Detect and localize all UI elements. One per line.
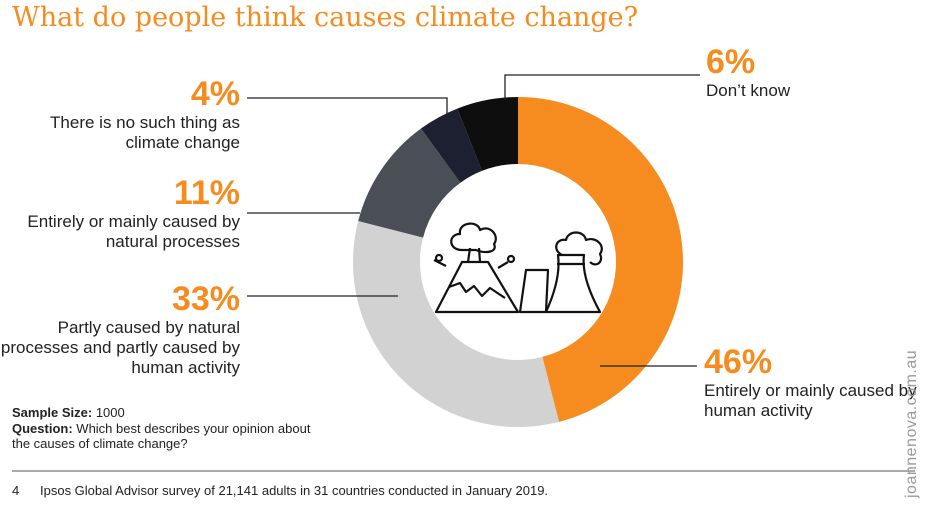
donut	[353, 97, 683, 427]
chart-title: What do people think causes climate chan…	[12, 2, 639, 33]
note-label: Sample Size:	[12, 405, 93, 420]
slice	[353, 220, 560, 427]
slice	[421, 108, 482, 183]
slice	[518, 97, 683, 422]
leader-line	[504, 74, 700, 100]
value-label: 6%	[706, 43, 756, 81]
source: Ipsos Global Advisor survey of 21,141 ad…	[40, 483, 549, 498]
question: Question: Which best describes your opin…	[12, 421, 312, 451]
note-value: 1000	[95, 405, 125, 420]
category-label: Partly caused by natural processes and p…	[0, 318, 240, 377]
category-label: Entirely or mainly caused by natural pro…	[27, 212, 240, 251]
category-label: Don’t know	[706, 81, 791, 100]
value-label: 33%	[171, 280, 240, 318]
value-label: 11%	[173, 174, 240, 212]
category-label: Entirely or mainly caused by human activ…	[704, 381, 917, 420]
leader-lines	[247, 74, 700, 367]
value-label: 4%	[190, 75, 240, 113]
watermark: joannenova.com.au	[903, 349, 920, 498]
value-label: 46%	[704, 343, 773, 381]
slice	[457, 97, 518, 171]
sample-size: Sample Size: 1000	[12, 405, 312, 420]
page-number: 4	[12, 483, 20, 498]
category-label: There is no such thing as climate change	[50, 113, 240, 152]
slice	[358, 128, 461, 238]
icon	[433, 222, 603, 314]
leader-line	[247, 97, 448, 118]
note-value: Which best describes your opinion about …	[12, 421, 311, 451]
note-label: Question:	[12, 421, 73, 436]
